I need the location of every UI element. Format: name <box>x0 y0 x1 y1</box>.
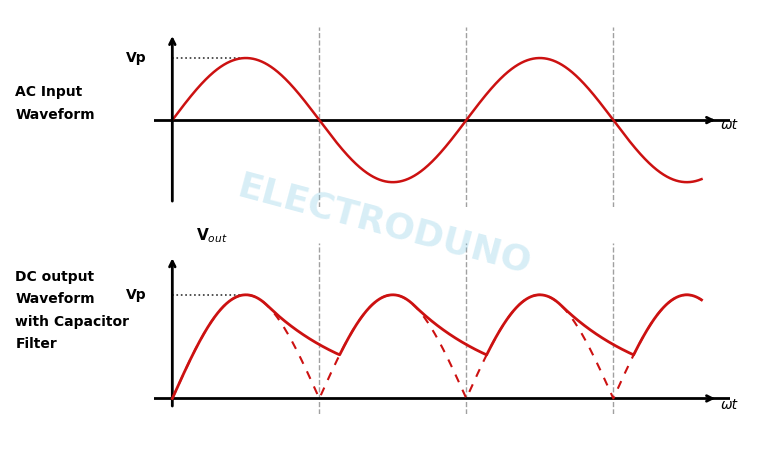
Text: ELECTRODUNO: ELECTRODUNO <box>233 169 535 281</box>
Text: Waveform: Waveform <box>15 292 95 306</box>
Text: Waveform: Waveform <box>15 108 95 122</box>
Text: Vp: Vp <box>126 288 147 302</box>
Text: V$_{out}$: V$_{out}$ <box>196 226 227 245</box>
Text: ωt: ωt <box>721 118 738 132</box>
Text: AC Input: AC Input <box>15 85 83 99</box>
Text: with Capacitor: with Capacitor <box>15 315 129 329</box>
Text: DC output: DC output <box>15 270 94 284</box>
Text: Vp: Vp <box>126 51 147 65</box>
Text: Filter: Filter <box>15 337 57 351</box>
Text: ωt: ωt <box>721 398 738 412</box>
